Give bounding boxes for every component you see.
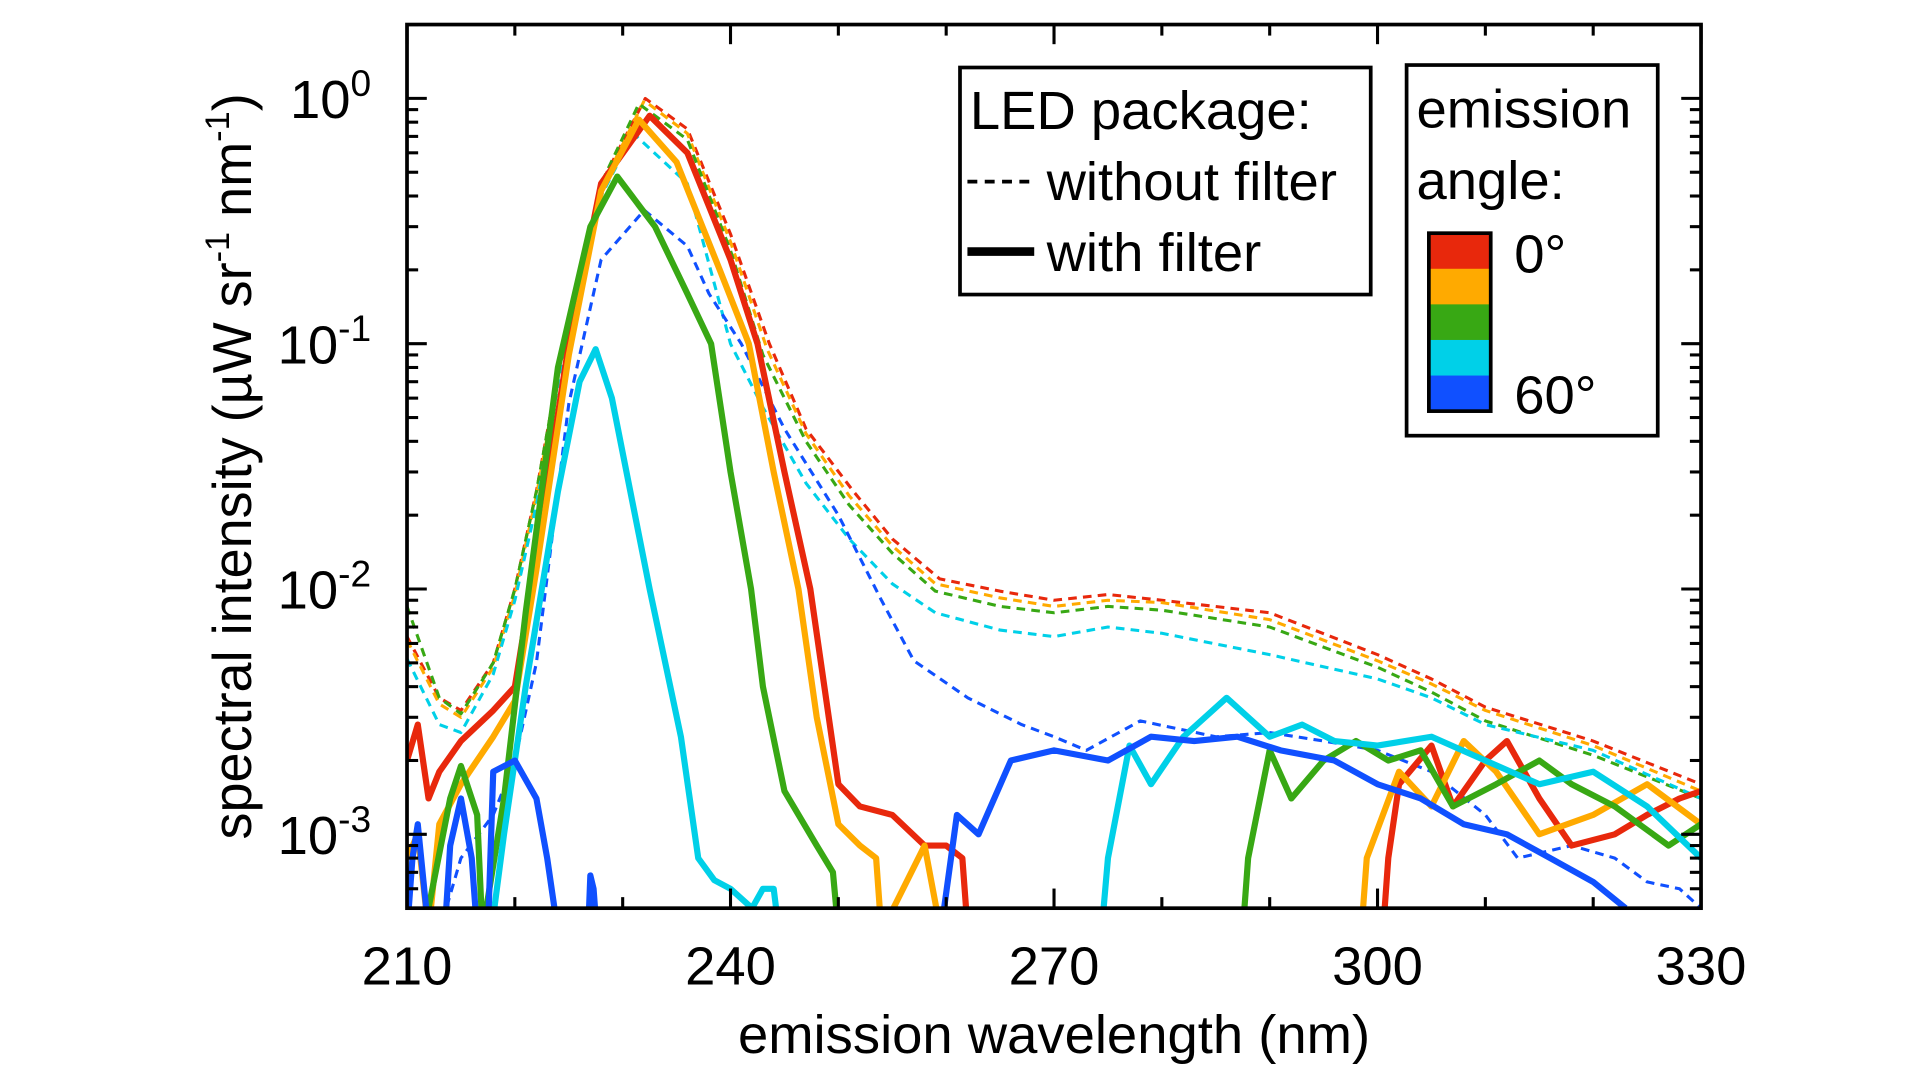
series-dashed-3: [407, 131, 1702, 800]
y-tick-label: 10-1: [278, 308, 372, 375]
x-tick-label: 330: [1656, 936, 1747, 996]
series-solid-9: [407, 733, 1628, 909]
x-tick-label: 270: [1009, 936, 1100, 996]
legend-line-style: LED package: without filter with filter: [958, 65, 1373, 297]
y-tick-label: 10-2: [278, 554, 372, 621]
y-tick-label: 100: [290, 63, 371, 130]
colorbar-top-label: 0°: [1514, 225, 1566, 285]
colorbar-bottom-label: 60°: [1514, 366, 1596, 426]
colorbar-segment: [1428, 304, 1491, 341]
y-axis-label: spectral intensity (µW sr-1 nm-1): [199, 93, 263, 839]
legend-dashed-label: without filter: [1046, 152, 1337, 212]
x-tick-label: 300: [1332, 936, 1423, 996]
series-dashed-0: [407, 96, 1702, 786]
series-dashed-2: [407, 102, 1702, 800]
colorbar-segment: [1428, 268, 1491, 305]
series-group: [407, 96, 1702, 909]
series-solid-8: [491, 346, 1702, 909]
legend-solid-label: with filter: [1046, 223, 1262, 283]
legend-angle-title-1: emission: [1416, 80, 1631, 140]
series-solid-6: [407, 116, 1702, 909]
x-axis-label: emission wavelength (nm): [738, 1005, 1370, 1065]
series-dashed-4: [444, 208, 1702, 909]
series-solid-5: [407, 112, 1702, 909]
y-tick-label: 10-3: [278, 799, 372, 866]
legend-emission-angle: emission angle: 0° 60°: [1404, 63, 1660, 438]
x-tick-labels: 210 240 270 300 330: [362, 936, 1747, 996]
y-tick-labels: 100 10-1 10-2 10-3: [278, 63, 372, 866]
x-tick-label: 240: [685, 936, 776, 996]
series-solid-7: [425, 173, 1702, 909]
axis-ticks: [405, 23, 1703, 910]
angle-colorbar: [1428, 233, 1491, 412]
legend-style-title: LED package:: [970, 81, 1312, 141]
x-tick-label: 210: [362, 936, 453, 996]
legend-angle-title-2: angle:: [1416, 151, 1564, 211]
colorbar-segment: [1428, 375, 1491, 412]
colorbar-segment: [1428, 339, 1491, 377]
colorbar-segment: [1428, 233, 1491, 270]
